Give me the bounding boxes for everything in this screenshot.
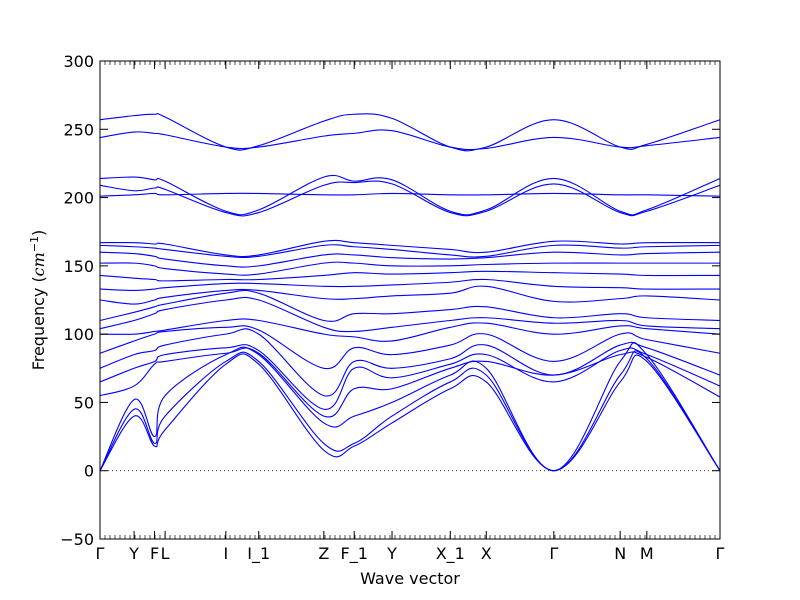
x-tick-label: Y <box>128 544 139 563</box>
x-tick-label: I <box>224 544 229 563</box>
x-tick-label: Γ <box>716 544 725 563</box>
x-tick-label: Γ <box>549 544 558 563</box>
band-line-7 <box>99 325 721 369</box>
x-tick-label: X_1 <box>436 544 465 564</box>
y-axis-ticks: −50 0 50 100 150 200 250 300 <box>60 52 720 549</box>
band-line-1 <box>99 353 721 472</box>
band-line-3 <box>99 342 721 472</box>
band-line-10 <box>99 289 721 322</box>
y-axis-label-exponent: −1 <box>28 236 41 252</box>
x-tick-label: Γ <box>96 544 105 563</box>
x-tick-label: N <box>614 544 626 563</box>
band-line-16 <box>99 244 721 259</box>
x-tick-label: Y <box>386 544 397 563</box>
band-line-13 <box>99 270 721 282</box>
y-axis-label-unit: cm <box>29 252 48 276</box>
x-tick-label: I_1 <box>247 544 270 564</box>
y-tick-label: 100 <box>63 325 94 344</box>
y-tick-label: 300 <box>63 52 94 71</box>
x-axis-label: Wave vector <box>360 569 460 588</box>
band-line-20 <box>99 174 721 216</box>
y-axis-label-suffix: ) <box>29 230 48 236</box>
band-line-9 <box>99 296 721 333</box>
band-line-12 <box>99 278 721 291</box>
band-line-17 <box>99 239 721 258</box>
y-axis-label: Frequency (cm−1) <box>28 230 48 371</box>
y-axis-label-prefix: Frequency ( <box>29 276 48 370</box>
band-line-5 <box>99 344 721 410</box>
band-line-4 <box>99 347 721 418</box>
y-tick-label: 0 <box>84 462 94 481</box>
x-tick-label: F <box>150 544 159 563</box>
band-line-14 <box>99 261 720 276</box>
y-tick-label: 200 <box>63 189 94 208</box>
x-tick-label: Z <box>318 544 329 563</box>
x-axis-minor-ticks <box>99 61 721 539</box>
x-tick-label: L <box>161 544 170 563</box>
y-tick-label: 50 <box>74 393 94 412</box>
x-tick-label: X <box>481 544 492 563</box>
band-line-8 <box>99 318 721 342</box>
plot-frame <box>99 60 721 540</box>
x-tick-label: M <box>640 544 654 563</box>
band-line-6 <box>99 328 721 397</box>
band-line-21 <box>99 129 721 151</box>
y-tick-label: 250 <box>63 120 94 139</box>
band-line-15 <box>99 251 721 268</box>
band-line-11 <box>99 285 721 305</box>
x-tick-label: F_1 <box>341 544 368 564</box>
band-line-22 <box>99 112 721 152</box>
band-line-18 <box>99 192 721 197</box>
band-lines <box>99 112 721 472</box>
y-tick-label: 150 <box>63 257 94 276</box>
band-line-19 <box>99 180 721 217</box>
y-tick-label: −50 <box>60 530 94 549</box>
band-line-2 <box>99 350 721 472</box>
